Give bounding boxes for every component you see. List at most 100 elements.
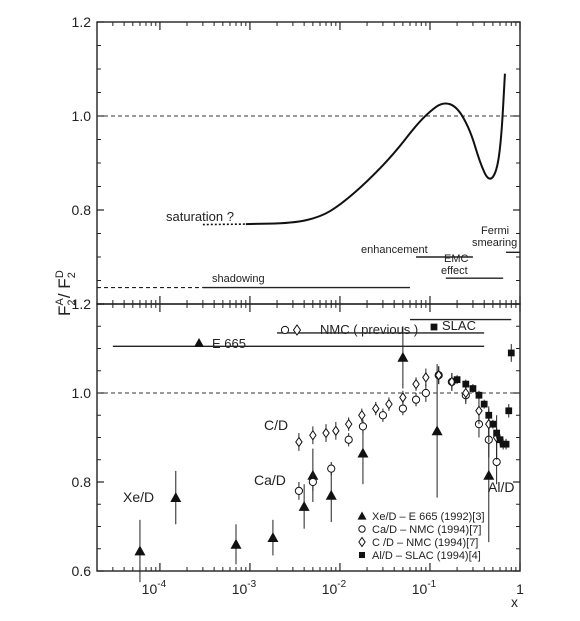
bottom-ytick-label: 0.6: [72, 563, 92, 579]
legend-markers: [357, 511, 367, 558]
legend-entry-c: C /D – NMC (1994)[7]: [372, 537, 478, 549]
data-point: [502, 440, 510, 448]
top-curve-solid: [245, 73, 506, 226]
data-point: [397, 351, 409, 362]
annotation-emc-line1: EMC: [444, 253, 469, 265]
rangebar-marker-nmc-diamond: [292, 324, 302, 336]
x-tick-label: 1: [516, 581, 524, 597]
top-ytick-label: 1.0: [72, 108, 92, 124]
group-label-c: C/D: [264, 417, 288, 433]
data-point: [493, 429, 501, 437]
top-ytick-label: 1.2: [72, 14, 92, 30]
data-point: [378, 411, 388, 420]
svg-text:F2A/ F2D: F2A/ F2D: [54, 270, 78, 316]
x-axis-label: x: [511, 594, 518, 610]
data-point: [372, 403, 380, 414]
data-point: [507, 349, 515, 357]
annotation-shadowing: shadowing: [212, 273, 265, 285]
annotation-enhancement: enhancement: [361, 244, 428, 256]
data-point: [309, 429, 317, 441]
bottom-panel-axes: 0.6 0.8 1.0 1.2 10-4 10-3 10-2 10-1 1: [72, 22, 524, 597]
x-tick-label: 10-4: [142, 579, 167, 597]
legend: Xe/D – E 665 (1992)[3] Ca/D – NMC (1994)…: [357, 511, 485, 562]
data-point: [480, 400, 488, 408]
rangebar-label-e665: E 665: [212, 336, 246, 351]
x-tick-label: 10-2: [322, 579, 347, 597]
annotation-fermi-line2: smearing: [472, 237, 517, 249]
data-point: [327, 464, 336, 473]
x-tick-label: 10-3: [232, 579, 257, 597]
data-point: [344, 435, 353, 444]
data-point: [469, 385, 477, 392]
data-point: [475, 391, 483, 399]
rangebar-marker-slac: [430, 323, 438, 331]
data-point: [422, 372, 430, 383]
annotation-emc-line2: effect: [441, 265, 468, 277]
data-point: [489, 420, 497, 428]
data-point: [421, 388, 430, 398]
ylabel-sup1: A: [54, 297, 66, 305]
ylabel-sub2: 2: [66, 272, 78, 278]
data-point: [298, 500, 310, 511]
data-point: [434, 369, 443, 381]
data-point: [322, 427, 330, 439]
data-point: [230, 538, 242, 549]
annotation-fermi-line1: Fermi: [481, 225, 509, 237]
data-point: [358, 409, 366, 421]
data-point: [462, 380, 470, 388]
legend-marker-c: [358, 536, 366, 548]
data-point: [485, 411, 493, 419]
legend-entry-al: Al/D – SLAC (1994)[4]: [372, 550, 481, 562]
data-point: [134, 545, 146, 556]
rangebar-label-slac: SLAC: [442, 318, 476, 333]
data-point: [385, 398, 393, 410]
legend-marker-al: [359, 552, 365, 558]
bottom-panel-plot: [112, 318, 515, 583]
data-point: [267, 532, 279, 543]
top-panel-axes: 0.8 1.0 1.2: [72, 14, 520, 571]
ylabel-slash: / F: [55, 278, 74, 298]
bottom-ytick-label: 1.0: [72, 385, 92, 401]
data-point: [399, 392, 407, 403]
ylabel-f1: F: [55, 306, 74, 316]
top-panel-plot: [97, 73, 520, 289]
legend-entry-xe: Xe/D – E 665 (1992)[3]: [372, 511, 485, 523]
data-point: [475, 405, 483, 417]
ylabel-sub1: 2: [66, 299, 78, 305]
data-point: [170, 492, 182, 502]
rangebar-marker-e665: [194, 338, 204, 347]
ylabel-sup2: D: [54, 270, 66, 278]
data-point: [483, 469, 495, 480]
legend-marker-ca: [358, 525, 366, 533]
data-point: [308, 477, 317, 487]
data-point: [332, 425, 340, 437]
data-point: [431, 425, 443, 436]
data-point: [344, 418, 353, 430]
annotation-saturation: saturation ?: [166, 209, 234, 224]
rangebar-marker-nmc-circle: [280, 325, 290, 335]
data-point: [462, 387, 470, 399]
group-label-ca: Ca/D: [254, 472, 286, 488]
x-tick-label: 10-1: [412, 579, 437, 597]
bottom-ytick-label: 0.8: [72, 474, 92, 490]
data-point: [357, 447, 369, 458]
rangebar-label-nmc: NMC ( previous ): [320, 322, 418, 337]
data-point: [358, 422, 368, 431]
legend-marker-xe: [357, 511, 367, 520]
bottom-ytick-label: 1.2: [72, 296, 92, 312]
data-point: [496, 436, 504, 444]
legend-entry-ca: Ca/D – NMC (1994)[7]: [372, 524, 481, 536]
data-point: [453, 376, 461, 384]
data-point: [294, 486, 304, 495]
data-point: [398, 404, 407, 413]
top-ytick-label: 0.8: [72, 202, 92, 218]
data-point: [295, 436, 303, 448]
data-point: [325, 489, 337, 500]
data-point: [505, 407, 513, 415]
data-point: [411, 395, 421, 404]
y-axis-label: F2A/ F2D: [54, 270, 78, 316]
group-label-xe: Xe/D: [123, 489, 154, 505]
group-label-al: Al/D: [488, 479, 514, 495]
data-point: [412, 378, 420, 390]
